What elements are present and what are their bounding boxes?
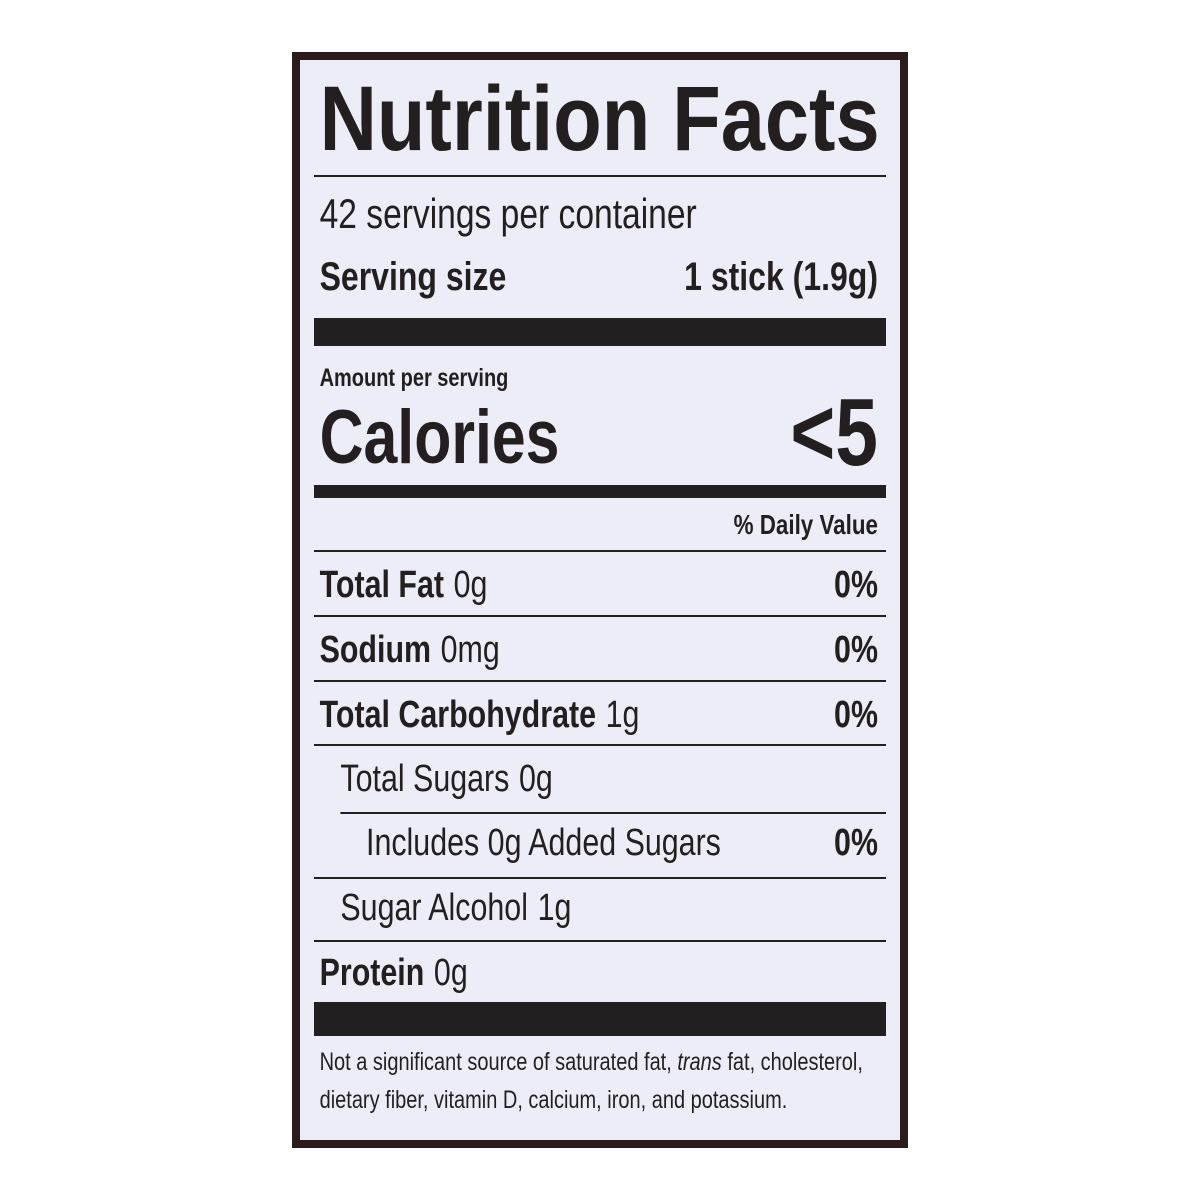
nutrient-name: Total Fat	[320, 564, 445, 606]
nutrient-amount: 0g	[434, 952, 468, 994]
nutrient-amount: 0mg	[441, 629, 500, 671]
amount-per-serving: Amount per serving	[320, 364, 509, 392]
nutrient-amount: 1g	[606, 694, 640, 736]
footnote-text: fat, cholesterol,	[722, 1048, 863, 1076]
medium-bar	[314, 485, 886, 498]
nutrient: Total Fat 0g	[320, 564, 488, 606]
label-content: Nutrition Facts 42 servings per containe…	[314, 67, 887, 1114]
nutrient-name: Protein	[320, 952, 425, 994]
serving-size-label: Serving size	[320, 254, 507, 299]
thick-bar	[314, 1002, 886, 1036]
servings: 42 servings per container	[320, 192, 697, 238]
serving-size-value: 1 stick (1.9g)	[684, 254, 878, 299]
nutrient-dv: 0%	[834, 629, 878, 671]
thick-bar	[314, 318, 886, 346]
nutrient-name: Total Sugars	[340, 758, 509, 800]
daily-value-header: % Daily Value	[734, 510, 878, 541]
nutrient-dv: 0%	[834, 564, 878, 606]
panel	[300, 60, 900, 1140]
calories-value: <5	[790, 379, 878, 486]
nutrient: Protein 0g	[320, 952, 468, 994]
footnote-text: Not a significant source of saturated fa…	[320, 1048, 678, 1076]
nutrient-name: Sugar Alcohol	[340, 887, 528, 929]
nutrient: Sodium 0mg	[320, 629, 500, 671]
nutrient: Sugar Alcohol 1g	[340, 887, 571, 929]
nutrient-amount: 0g	[454, 564, 488, 606]
nutrient-dv: 0%	[834, 694, 878, 736]
footnote-text: trans	[677, 1048, 721, 1076]
nutrient-name: Sodium	[320, 629, 431, 671]
nutrient-amount: 0g	[519, 758, 553, 800]
footnote-line: Not a significant source of saturated fa…	[320, 1048, 863, 1076]
nutrient-name: Includes 0g Added Sugars	[366, 822, 721, 864]
nutrient: Total Sugars 0g	[340, 758, 552, 800]
nutrient-dv: 0%	[834, 822, 878, 864]
nutrient: Total Carbohydrate 1g	[320, 694, 640, 736]
title: Nutrition Facts	[320, 67, 880, 170]
nutrient-amount: 1g	[538, 887, 572, 929]
calories-label: Calories	[320, 395, 560, 480]
nutrient-name: Total Carbohydrate	[320, 694, 596, 736]
footnote-line: dietary fiber, vitamin D, calcium, iron,…	[320, 1086, 788, 1114]
